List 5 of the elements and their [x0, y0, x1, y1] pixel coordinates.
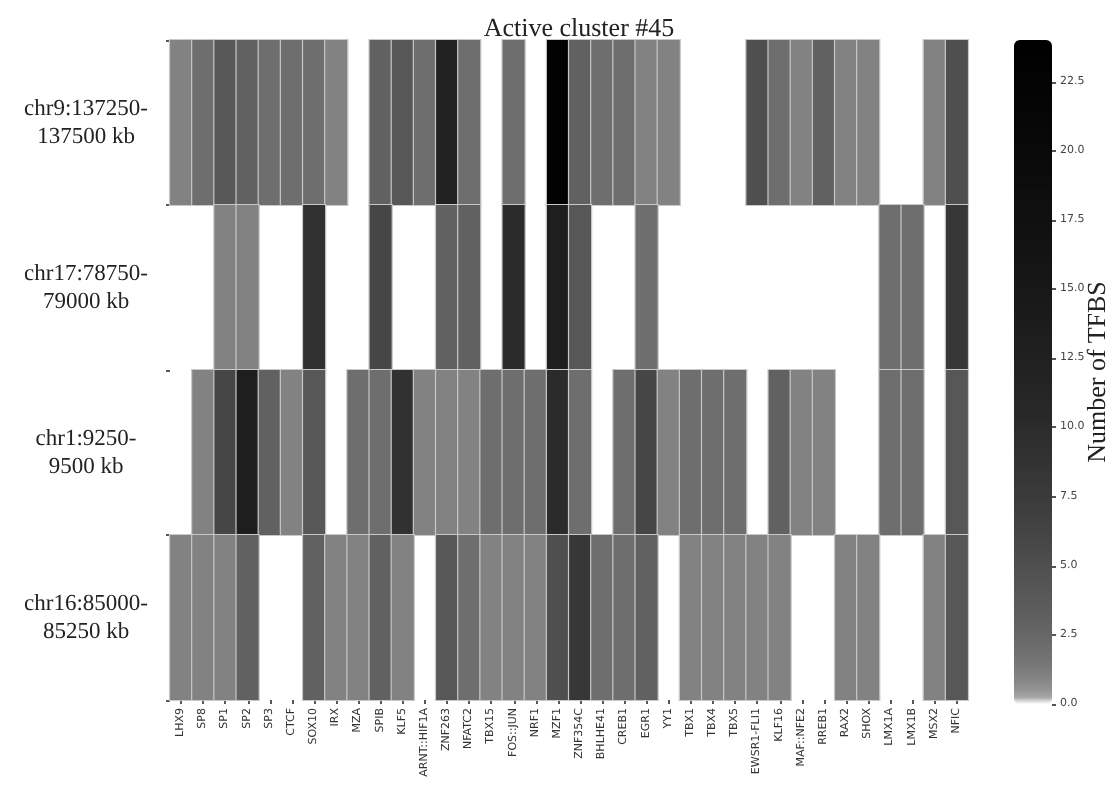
- chart-title: Active cluster #45: [483, 12, 675, 42]
- y-tick-label: chr9:137250-137500 kb: [24, 96, 149, 149]
- y-tick-label: chr1:9250-9500 kb: [35, 426, 137, 479]
- y-tick-label: chr16:85000-85250 kb: [24, 591, 149, 644]
- y-tick-label: chr17:78750-79000 kb: [24, 261, 149, 314]
